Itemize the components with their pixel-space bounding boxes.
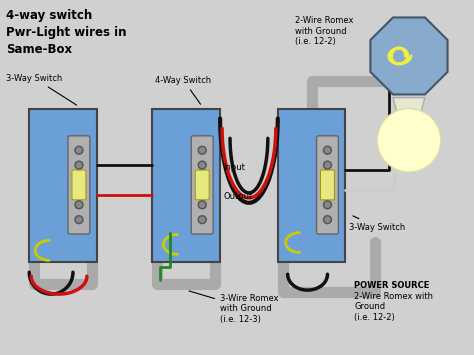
Text: 2-Wire Romex with
Ground
(i.e. 12-2): 2-Wire Romex with Ground (i.e. 12-2): [354, 292, 433, 322]
Circle shape: [325, 148, 330, 153]
Circle shape: [76, 202, 82, 207]
Circle shape: [75, 216, 83, 224]
Circle shape: [323, 216, 331, 224]
Circle shape: [325, 163, 330, 168]
FancyBboxPatch shape: [278, 109, 346, 262]
Text: 2-Wire Romex
with Ground
(i.e. 12-2): 2-Wire Romex with Ground (i.e. 12-2): [295, 16, 353, 46]
FancyBboxPatch shape: [72, 170, 86, 200]
Circle shape: [76, 148, 82, 153]
Text: Input: Input: [223, 163, 245, 171]
Circle shape: [76, 163, 82, 168]
Text: Output: Output: [223, 192, 252, 201]
Text: 3-Way Switch: 3-Way Switch: [6, 74, 77, 105]
Circle shape: [75, 146, 83, 154]
FancyBboxPatch shape: [317, 136, 338, 234]
Circle shape: [323, 146, 331, 154]
FancyBboxPatch shape: [29, 109, 97, 262]
Circle shape: [198, 161, 206, 169]
FancyBboxPatch shape: [153, 109, 220, 262]
Circle shape: [377, 109, 441, 172]
Text: 3-Wire Romex
with Ground
(i.e. 12-3): 3-Wire Romex with Ground (i.e. 12-3): [189, 291, 279, 324]
FancyBboxPatch shape: [68, 136, 90, 234]
Circle shape: [200, 148, 205, 153]
Text: 3-Way Switch: 3-Way Switch: [349, 216, 406, 231]
FancyBboxPatch shape: [320, 170, 335, 200]
Text: 4-Way Switch: 4-Way Switch: [155, 76, 211, 104]
Circle shape: [323, 201, 331, 209]
FancyBboxPatch shape: [195, 170, 209, 200]
Circle shape: [75, 161, 83, 169]
Circle shape: [325, 217, 330, 222]
Text: 4-way switch
Pwr-Light wires in
Same-Box: 4-way switch Pwr-Light wires in Same-Box: [6, 9, 127, 56]
Circle shape: [76, 217, 82, 222]
Circle shape: [200, 217, 205, 222]
Text: POWER SOURCE: POWER SOURCE: [354, 281, 430, 290]
Polygon shape: [393, 98, 425, 120]
Circle shape: [198, 201, 206, 209]
FancyBboxPatch shape: [191, 136, 213, 234]
Circle shape: [198, 146, 206, 154]
Circle shape: [200, 202, 205, 207]
Circle shape: [200, 163, 205, 168]
Circle shape: [75, 201, 83, 209]
Circle shape: [198, 216, 206, 224]
Circle shape: [323, 161, 331, 169]
Circle shape: [325, 202, 330, 207]
